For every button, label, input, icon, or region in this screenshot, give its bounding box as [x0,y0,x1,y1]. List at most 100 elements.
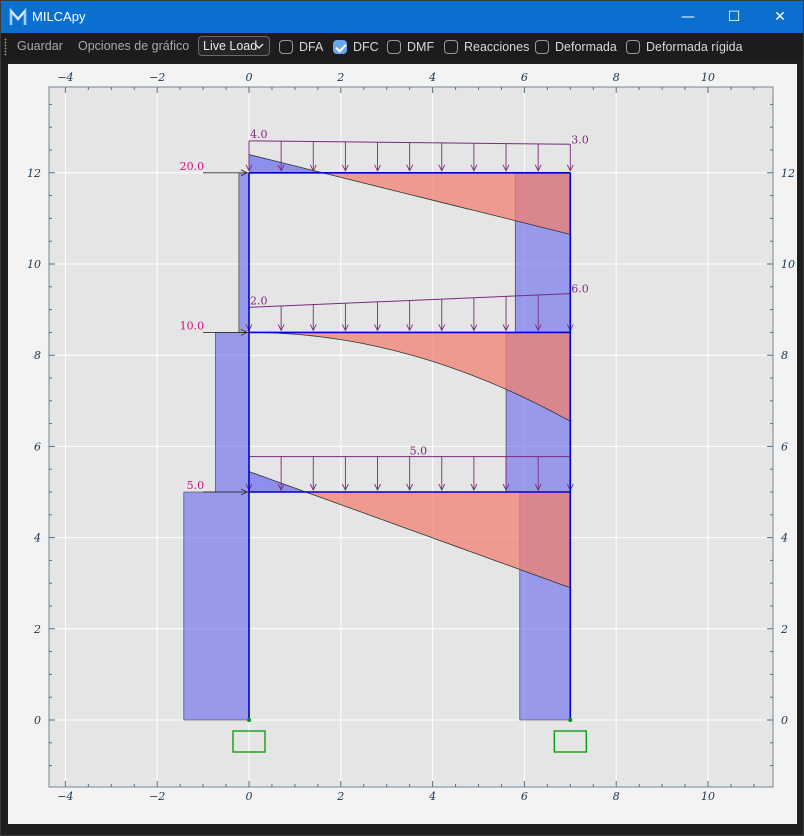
distributed-load-arrowhead [341,483,349,492]
y-tick-label-left: 6 [34,440,41,453]
deformada-checkbox[interactable] [535,40,549,54]
point-load-arrowhead [240,488,249,496]
distributed-load-arrowhead [277,164,285,172]
y-tick-label-left: 8 [34,349,41,362]
load-case-select[interactable]: Live Load [198,36,270,56]
maximize-button[interactable]: ☐ [727,9,741,25]
toggle-dfa[interactable]: DFA [279,37,323,57]
minimize-button[interactable]: — [681,9,695,25]
x-tick-label-bottom: 0 [246,790,253,803]
load-label-end: 6.0 [571,283,589,296]
y-tick-label-right: 2 [780,623,788,636]
toggle-dfc[interactable]: DFC [333,37,379,57]
chevron-down-icon [254,43,264,49]
y-tick-label-right: 0 [781,714,788,727]
x-tick-label-top: 4 [428,71,436,84]
distributed-load-arrowhead [534,164,542,172]
plot-area [48,86,774,788]
plot-canvas[interactable]: −4 −4 −2 −2 0 0 2 2 4 4 6 6 8 8 10 10 0 0 2 2 4 4 6 6 8 8 10 10 12 12… [8,64,797,824]
column-shear-area [215,332,250,493]
y-tick-label-right: 8 [781,349,788,362]
toggle-deformada[interactable]: Deformada [535,37,617,57]
window-title: MILCApy [32,9,86,24]
distributed-load-arrowhead [277,324,285,332]
y-tick-label-right: 10 [781,258,795,271]
distributed-load-arrowhead [309,164,317,172]
column-shear-area [238,172,250,333]
beam-shear-negative [305,492,571,588]
dfa-checkbox[interactable] [279,40,293,54]
distributed-load-arrowhead [406,324,414,332]
x-tick-label-top: 8 [613,71,620,84]
deformada-label: Deformada [555,40,617,54]
save-button[interactable]: Guardar [17,39,63,53]
y-tick-label-left: 4 [33,532,41,545]
toggle-deformada-rigida[interactable]: Deformada rígida [626,37,743,57]
x-tick-label-top: 2 [336,71,344,84]
distributed-load-arrowhead [374,483,381,492]
app-logo-icon [9,7,27,25]
distributed-load-arrowhead [534,324,542,332]
point-load-label: 5.0 [187,479,205,492]
x-tick-label-bottom: 8 [613,790,620,803]
dfc-checkbox[interactable] [333,40,347,54]
beam-shear-negative [322,172,571,235]
point-load-arrowhead [240,328,249,336]
distributed-load-arrowhead [406,483,414,492]
column-shear-area [183,491,250,721]
support-node [247,718,251,722]
toggle-reacciones[interactable]: Reacciones [444,37,529,57]
chart-options-button[interactable]: Opciones de gráfico [78,39,190,53]
distributed-load-arrowhead [438,324,446,332]
fixed-support-icon [232,730,266,753]
x-tick-label-bottom: 2 [336,790,344,803]
deformada-rigida-label: Deformada rígida [646,40,743,54]
y-tick-label-left: 12 [27,167,41,180]
x-tick-label-bottom: −2 [149,790,165,803]
distributed-load-arrowhead [470,164,478,172]
x-tick-label-top: −4 [57,71,73,84]
distributed-load-arrowhead [470,324,478,332]
distributed-load-arrowhead [245,164,253,172]
toolbar-grip-icon[interactable] [4,38,7,56]
load-case-value: Live Load [203,39,258,53]
frame-chart[interactable]: −4 −4 −2 −2 0 0 2 2 4 4 6 6 8 8 10 10 0 0 2 2 4 4 6 6 8 8 10 10 12 12… [8,64,797,824]
support-node [568,718,573,722]
distributed-load-arrowhead [502,324,510,332]
x-tick-label-top: −2 [149,71,165,84]
reacciones-label: Reacciones [464,40,530,54]
x-tick-label-bottom: 4 [428,790,436,803]
y-tick-label-right: 12 [781,167,795,180]
dmf-checkbox[interactable] [387,40,401,54]
deformada-rigida-checkbox[interactable] [626,40,640,54]
load-label-start: 2.0 [250,294,268,307]
title-bar[interactable]: MILCApy — ☐ ✕ [1,1,803,33]
reacciones-checkbox[interactable] [444,40,458,54]
toggle-dmf[interactable]: DMF [387,37,434,57]
toolbar: Guardar Opciones de gráfico Live Load DF… [1,33,803,61]
x-tick-label-top: 10 [701,71,715,84]
point-load-label: 20.0 [180,160,205,173]
dfa-label: DFA [299,40,324,54]
x-tick-label-bottom: 10 [701,790,715,803]
y-tick-label-right: 4 [780,532,788,545]
distributed-load-arrowhead [309,324,317,332]
load-label-start: 4.0 [250,128,268,141]
x-tick-label-top: 0 [246,71,253,84]
load-label-end: 3.0 [571,133,589,146]
distributed-load-arrowhead [502,164,510,172]
y-tick-label-left: 2 [33,623,41,636]
close-button[interactable]: ✕ [774,9,786,25]
beam-shear-outline [248,154,571,235]
fixed-support-icon [553,730,587,753]
distributed-load-arrowhead [438,483,446,492]
point-load-label: 10.0 [180,319,205,332]
distributed-load-arrowhead [374,324,381,332]
distributed-load-arrowhead [438,164,446,172]
y-tick-label-left: 0 [34,714,41,727]
y-tick-label-right: 6 [781,440,788,453]
distributed-load-arrowhead [470,483,478,492]
distributed-load-arrowhead [341,164,349,172]
beam-shear-negative [249,332,571,422]
